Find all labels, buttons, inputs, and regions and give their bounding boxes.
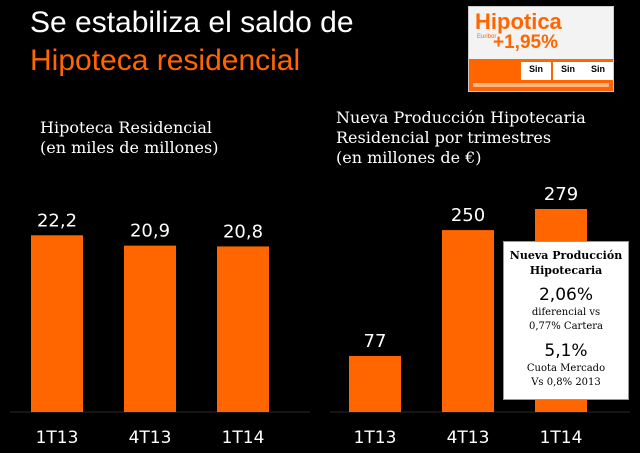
- info-stat-diferencial: 2,06%: [538, 285, 593, 305]
- info-stat-cuota: 5,1%: [544, 341, 588, 361]
- chart-0-bar: [31, 235, 83, 412]
- promo-euribor-label: Euribor: [477, 34, 497, 40]
- title-line-1: Se estabiliza el saldo de: [30, 6, 354, 39]
- chart-0-value-label: 22,2: [37, 210, 77, 231]
- chart-1-bar: [442, 230, 494, 412]
- promo-top-band: [469, 7, 613, 59]
- info-stat-diferencial-note-1: diferencial vs: [531, 307, 601, 318]
- chart-1-value-label: 279: [544, 184, 578, 205]
- promo-rate: +1,95%: [493, 32, 558, 53]
- info-stat-diferencial-note-2: 0,77% Cartera: [528, 321, 604, 332]
- promo-sin-badge: Sin: [553, 62, 583, 80]
- chart-0-bar: [217, 246, 269, 412]
- chart-1-bar: [349, 355, 401, 412]
- left-chart-title: Hipoteca Residencial: [40, 118, 213, 137]
- left-chart-subtitle: (en miles de millones): [40, 138, 219, 157]
- promo-sin-badge: Sin: [583, 62, 613, 80]
- right-chart-subtitle: Residencial por trimestres: [336, 128, 552, 147]
- info-heading: Nueva Producción Hipotecaria: [504, 248, 628, 278]
- info-heading-line-2: Hipotecaria: [529, 264, 603, 277]
- chart-0-value-label: 20,8: [223, 221, 263, 242]
- title-line-2: Hipoteca residencial: [30, 44, 301, 77]
- right-chart-title: Nueva Producción Hipotecaria: [336, 108, 586, 127]
- chart-1-value-label: 250: [451, 205, 485, 226]
- chart-1-value-label: 77: [364, 331, 387, 352]
- chart-0-category-label: 1T14: [222, 428, 265, 448]
- chart-1-category-label: 4T13: [447, 428, 490, 448]
- info-heading-line-1: Nueva Producción: [509, 249, 623, 262]
- info-box: Nueva Producción Hipotecaria 2,06% difer…: [503, 241, 629, 400]
- info-stat-cuota-note-1: Cuota Mercado: [526, 363, 606, 374]
- chart-0-category-label: 4T13: [129, 428, 172, 448]
- promo-sin-badge: Sin: [521, 62, 551, 80]
- chart-0-value-label: 20,9: [130, 221, 170, 242]
- promo-footer: [473, 83, 609, 87]
- info-stat-cuota-note-2: Vs 0,8% 2013: [531, 377, 601, 388]
- chart-0-bar: [124, 245, 176, 412]
- promo-thumbnail: Hipotica Euribor +1,95% Sin Sin Sin: [468, 6, 614, 92]
- chart-1-category-label: 1T14: [540, 428, 583, 448]
- chart-1-category-label: 1T13: [354, 428, 397, 448]
- right-chart-subtitle-units: (en millones de €): [336, 148, 482, 167]
- chart-0-category-label: 1T13: [36, 428, 79, 448]
- promo-title: Hipotica: [475, 9, 562, 34]
